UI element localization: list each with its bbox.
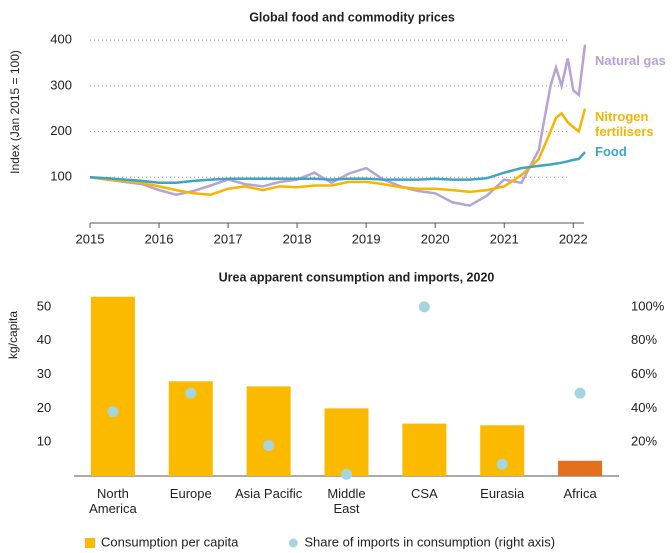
- legend-label: Consumption per capita: [101, 534, 239, 549]
- share-dot: [185, 387, 197, 399]
- chart-title: Urea apparent consumption and imports, 2…: [219, 270, 495, 284]
- y2-tick-label: 80%: [631, 332, 657, 347]
- series-label: Natural gas: [595, 52, 666, 68]
- legend-label: Share of imports in consumption (right a…: [304, 534, 555, 549]
- y-tick-label: 40: [37, 332, 51, 347]
- x-tick-label: Eurasia: [480, 486, 525, 501]
- share-dot: [263, 440, 275, 452]
- x-tick-label: 2019: [352, 231, 381, 246]
- y-tick-label: 10: [37, 434, 51, 449]
- chart-title: Global food and commodity prices: [249, 10, 455, 24]
- y2-tick-label: 20%: [631, 434, 657, 449]
- series-line: [89, 151, 586, 185]
- series-line: [89, 108, 587, 196]
- share-dot: [418, 301, 430, 313]
- share-dot: [107, 406, 119, 418]
- legend-swatch: [85, 538, 95, 548]
- y-axis-label: Index (Jan 2015 = 100): [8, 50, 22, 174]
- y2-tick-label: 100%: [631, 298, 665, 313]
- x-tick-label: Europe: [169, 486, 212, 501]
- legend-swatch: [288, 538, 298, 548]
- bar: [558, 460, 603, 476]
- series-label: Food: [595, 144, 627, 160]
- x-tick-label: Middle East: [327, 486, 366, 516]
- x-tick-label: 2020: [421, 231, 450, 246]
- x-tick-label: CSA: [410, 486, 438, 501]
- series-label: Nitrogen fertilisers: [595, 108, 654, 139]
- x-tick-label: North America: [89, 486, 137, 516]
- x-tick-label: 2021: [490, 231, 519, 246]
- share-dot: [496, 458, 508, 470]
- x-tick-label: 2016: [145, 231, 174, 246]
- y-axis-label: kg/capita: [6, 311, 20, 359]
- y-tick-label: 50: [37, 298, 51, 313]
- share-dot: [341, 468, 352, 480]
- bar: [90, 296, 135, 476]
- x-tick-label: 2022: [559, 231, 588, 246]
- x-tick-label: 2018: [283, 231, 312, 246]
- x-tick-label: Africa: [563, 486, 597, 501]
- share-dot: [574, 387, 586, 399]
- y-tick-label: 30: [37, 366, 51, 381]
- y-tick-label: 20: [37, 400, 51, 415]
- y-tick-label: 100: [50, 169, 72, 184]
- bar: [402, 423, 447, 476]
- y-tick-label: 400: [50, 32, 72, 47]
- bar: [324, 408, 369, 476]
- x-tick-label: 2015: [76, 231, 105, 246]
- x-tick-label: 2017: [214, 231, 243, 246]
- y2-tick-label: 40%: [631, 400, 657, 415]
- y2-tick-label: 60%: [631, 366, 657, 381]
- y-tick-label: 200: [50, 123, 72, 138]
- y-tick-label: 300: [50, 77, 72, 92]
- bar: [246, 386, 291, 476]
- x-tick-label: Asia Pacific: [235, 486, 303, 501]
